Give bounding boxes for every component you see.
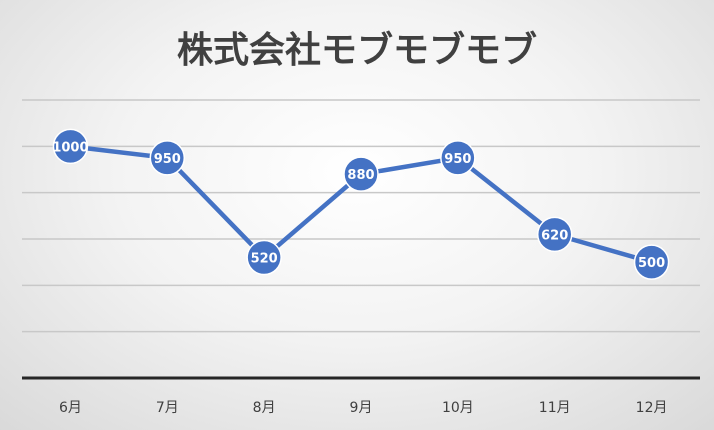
x-tick-label: 12月	[636, 400, 668, 416]
x-tick-labels: 6月 7月 8月 9月 10月 11月 12月	[59, 400, 668, 416]
x-tick-label: 8月	[253, 400, 276, 416]
data-label: 950	[444, 152, 471, 167]
data-label: 520	[251, 252, 278, 267]
x-tick-label: 10月	[442, 400, 474, 416]
data-label: 950	[154, 152, 181, 167]
data-point	[343, 156, 379, 192]
data-point	[536, 216, 573, 253]
data-label: 620	[541, 228, 568, 243]
gridlines	[22, 99, 700, 333]
data-label: 1000	[52, 140, 88, 155]
data-point	[246, 239, 282, 276]
x-tick-label: 7月	[156, 400, 179, 416]
data-label: 880	[347, 168, 374, 183]
x-tick-label: 6月	[59, 400, 82, 416]
data-point	[149, 140, 186, 176]
data-point	[633, 244, 670, 280]
chart-title: 株式会社モブモブモブ	[177, 29, 537, 71]
x-tick-label: 11月	[539, 400, 571, 416]
data-label: 500	[638, 256, 665, 271]
data-point	[440, 140, 476, 176]
data-point	[52, 128, 89, 165]
x-tick-label: 9月	[350, 400, 373, 416]
markers: 1000 950 520 880 950 620 500	[52, 128, 670, 280]
